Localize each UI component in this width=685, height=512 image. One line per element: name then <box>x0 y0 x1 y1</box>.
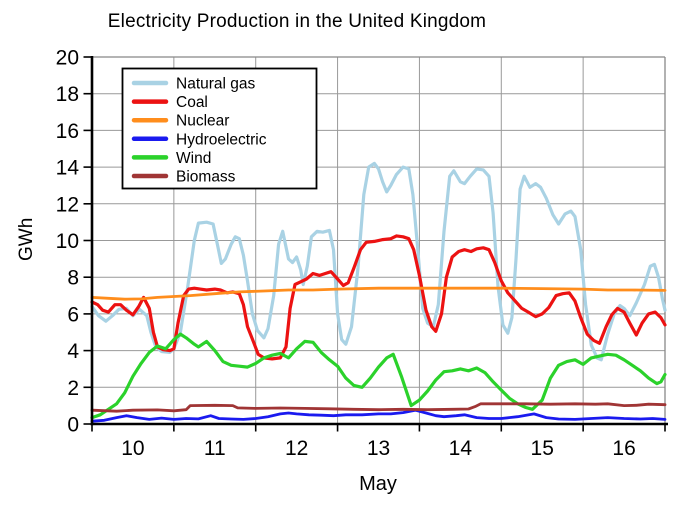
y-tick-label: 20 <box>56 47 79 70</box>
legend-label-hydroelectric: Hydroelectric <box>176 131 267 148</box>
x-tick-label: 10 <box>121 437 144 460</box>
tick-labels: 0 2 4 6 8 10 12 14 16 18 20 10 11 12 13 14 15 16 <box>56 47 636 461</box>
x-tick-label: 12 <box>285 437 308 460</box>
y-axis-label: GWh <box>16 217 37 261</box>
x-tick-label: 11 <box>204 437 226 460</box>
series-line-coal <box>90 234 667 361</box>
x-axis-label: May <box>359 473 397 495</box>
y-tick-label: 12 <box>56 193 79 216</box>
tick-marks <box>83 56 666 432</box>
x-tick-label: 14 <box>449 437 473 460</box>
y-tick-label: 14 <box>56 157 80 180</box>
series-line-natural-gas <box>90 161 667 362</box>
x-tick-label: 16 <box>612 437 635 460</box>
legend-label-coal: Coal <box>176 94 208 111</box>
y-tick-label: 8 <box>67 267 79 290</box>
legend-label-wind: Wind <box>176 150 211 167</box>
y-tick-label: 16 <box>56 120 79 143</box>
legend-label-natural-gas: Natural gas <box>176 76 256 93</box>
y-tick-label: 10 <box>56 230 79 253</box>
series-line-wind <box>90 332 667 420</box>
legend-label-biomass: Biomass <box>176 169 236 186</box>
y-tick-label: 6 <box>67 303 79 326</box>
y-tick-label: 18 <box>56 83 79 106</box>
x-tick-label: 13 <box>367 437 390 460</box>
legend-box <box>121 67 318 190</box>
chart-title: Electricity Production in the United Kin… <box>107 11 487 32</box>
series-line-hydroelectric <box>90 408 667 423</box>
y-tick-label: 2 <box>67 377 79 400</box>
y-tick-label: 4 <box>67 340 79 363</box>
y-tick-label: 0 <box>67 414 79 437</box>
series-line-nuclear <box>90 286 667 301</box>
plot-frame <box>92 56 666 424</box>
series-line-biomass <box>90 402 667 413</box>
legend-label-nuclear: Nuclear <box>176 113 229 130</box>
x-tick-label: 15 <box>531 437 554 460</box>
